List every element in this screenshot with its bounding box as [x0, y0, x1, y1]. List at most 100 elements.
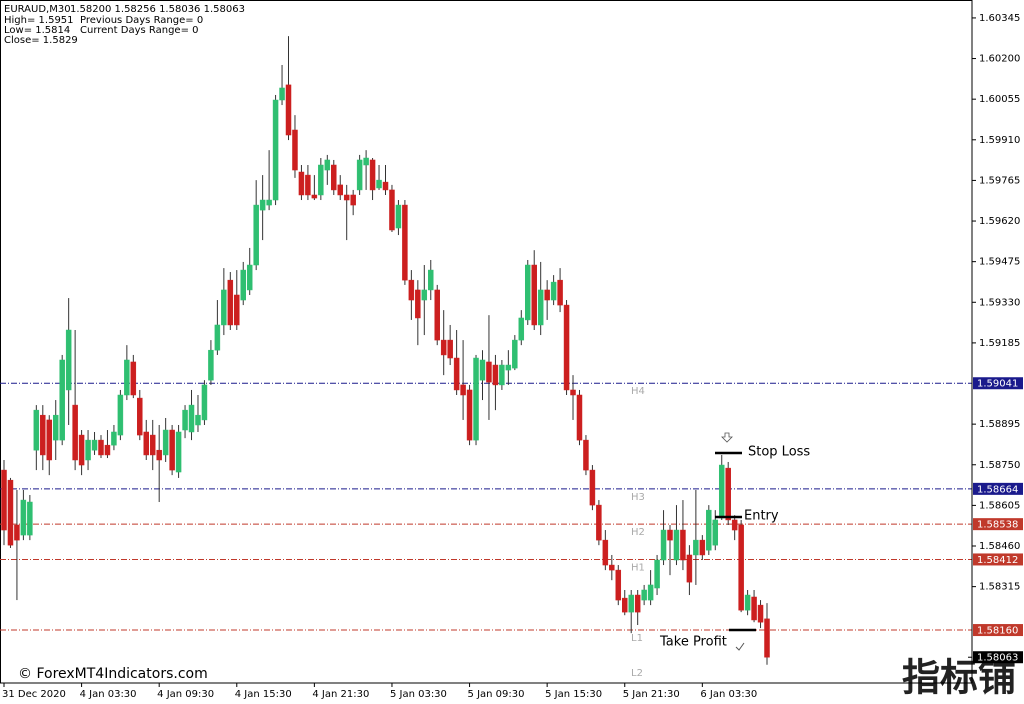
candle-body: [104, 444, 111, 456]
candle-body: [596, 504, 602, 541]
candle-body: [14, 524, 20, 541]
candles: [1, 36, 770, 665]
candle-body: [641, 589, 647, 601]
candle-body: [686, 554, 693, 583]
candle-body: [59, 359, 65, 441]
take-profit-label: Take Profit: [659, 635, 727, 650]
level-price-label: 1.58664: [977, 484, 1018, 495]
level-name: L2: [631, 668, 643, 679]
y-tick-label: 1.60200: [979, 54, 1020, 65]
candle-body: [447, 339, 453, 359]
candle-body: [117, 394, 124, 436]
y-tick-label: 1.58895: [979, 419, 1020, 430]
candle-body: [583, 439, 589, 471]
plot-frame: [0, 0, 973, 684]
x-tick-label: 4 Jan 21:30: [312, 689, 369, 700]
y-tick-label: 1.59185: [979, 338, 1020, 349]
candle-body: [518, 317, 525, 341]
candle-body: [156, 449, 162, 461]
candle-body: [389, 189, 395, 231]
candle-body: [279, 87, 285, 101]
candle-body: [292, 129, 298, 171]
candle-body: [654, 559, 660, 589]
candle-body: [473, 357, 479, 441]
candle-body: [764, 618, 770, 658]
candle-body: [382, 181, 389, 191]
level-price-label: 1.58160: [977, 626, 1018, 637]
candle-body: [78, 434, 85, 466]
candle-body: [395, 204, 402, 229]
level-name: L1: [631, 633, 643, 644]
stop-loss-label: Stop Loss: [748, 445, 810, 460]
candle-body: [201, 384, 208, 421]
candle-body: [350, 194, 356, 206]
level-name: H4: [631, 386, 645, 397]
x-tick-label: 5 Jan 15:30: [545, 689, 602, 700]
candle-body: [505, 364, 512, 371]
candle-body: [98, 439, 104, 456]
candle-body: [402, 204, 408, 281]
candle-body: [602, 539, 609, 566]
candle-body: [460, 384, 466, 396]
info: Current Days Range= 0: [80, 25, 199, 36]
y-tick-label: 1.58315: [979, 582, 1020, 593]
candle-body: [673, 529, 680, 561]
candle-body: [512, 339, 518, 369]
x-tick-label: 6 Jan 03:30: [700, 689, 757, 700]
candle-body: [550, 281, 557, 301]
candle-body: [65, 329, 72, 391]
sell-arrow: [721, 432, 733, 443]
candle-body: [40, 414, 46, 456]
candle-body: [557, 279, 563, 306]
candle-body: [667, 529, 673, 541]
candle-body: [531, 264, 537, 326]
y-tick-label: 1.58750: [979, 460, 1020, 471]
entry-label: Entry: [744, 509, 779, 524]
candle-body: [479, 359, 486, 381]
candle-body: [246, 264, 253, 291]
candle-body: [356, 159, 363, 191]
level-price-label: 1.59041: [977, 379, 1018, 390]
candle-body: [240, 269, 246, 301]
level-price-box: [973, 624, 1023, 637]
candle-body: [324, 159, 331, 171]
candle-body: [621, 597, 628, 613]
ohlc: 1.58200 1.58256 1.58036 1.58063: [70, 4, 245, 15]
candle-body: [137, 397, 143, 436]
candle-body: [162, 429, 169, 456]
level-price-box: [973, 553, 1023, 566]
y-tick-label: 1.58460: [979, 541, 1020, 552]
candle-body: [408, 279, 415, 301]
candle-body: [589, 469, 596, 506]
y-tick-label: 1.60345: [979, 13, 1020, 24]
candle-body: [91, 439, 98, 451]
candle-body: [253, 204, 259, 266]
candle-body: [486, 361, 492, 383]
y-tick-label: 1.58605: [979, 500, 1020, 511]
level-price-label: 1.58538: [977, 520, 1018, 531]
info: Close= 1.5829: [4, 35, 78, 46]
current-price-box: [973, 651, 1023, 664]
candle-body: [693, 539, 699, 556]
candle-body: [738, 524, 744, 611]
candle-body: [266, 199, 272, 206]
candle-body: [221, 289, 227, 326]
candle-body: [208, 349, 214, 381]
candle-body: [343, 194, 350, 201]
candle-body: [272, 99, 279, 201]
x-tick-label: 4 Jan 03:30: [80, 689, 137, 700]
level-name: H2: [631, 527, 645, 538]
candle-body: [363, 157, 369, 166]
level-name: H1: [631, 562, 645, 573]
candle-body: [331, 164, 337, 191]
candle-body: [124, 359, 130, 396]
y-tick-label: 1.59910: [979, 135, 1020, 146]
candle-body: [130, 361, 137, 396]
candle-body: [647, 584, 654, 601]
y-tick-label: 1.59330: [979, 297, 1020, 308]
candle-body: [428, 269, 434, 291]
candle-body: [259, 199, 266, 211]
candle-body: [712, 519, 719, 546]
candle-body: [576, 394, 583, 441]
candle-body: [214, 324, 221, 351]
